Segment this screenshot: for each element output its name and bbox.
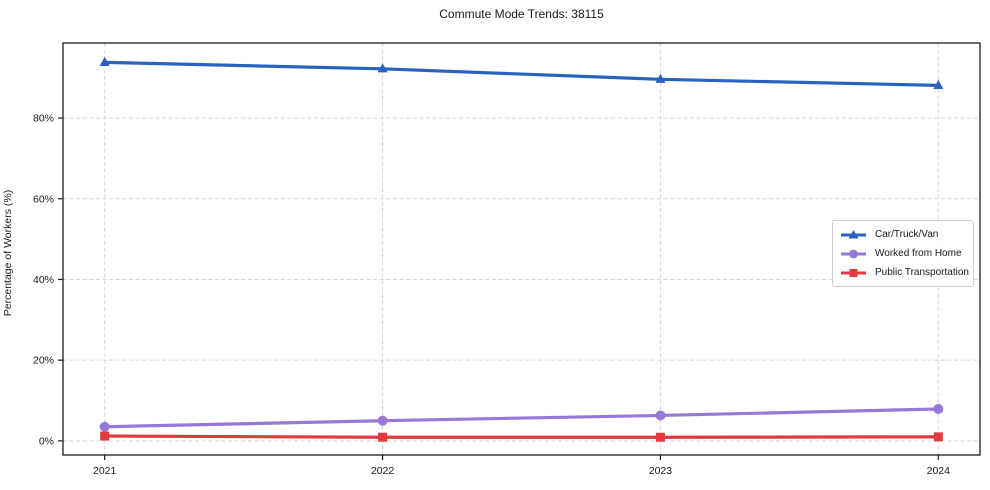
- series-line: [103, 407, 940, 429]
- y-tick-label: 60%: [33, 193, 54, 205]
- data-point-marker: [933, 403, 944, 414]
- circle-marker-swatch-icon: [841, 249, 866, 258]
- legend-item: Worked from Home: [840, 244, 967, 263]
- data-point-marker: [655, 410, 666, 421]
- legend-item: Car/Truck/Van: [840, 225, 967, 244]
- chart-title: Commute Mode Trends: 38115: [439, 7, 604, 21]
- legend-label: Public Transportation: [875, 267, 969, 278]
- legend-item: Public Transportation: [840, 263, 969, 282]
- triangle-marker-swatch-icon: [841, 229, 866, 238]
- square-marker-swatch-icon: [841, 268, 866, 277]
- data-point-marker: [655, 432, 665, 442]
- legend: Car/Truck/Van Worked from Home Public Tran…: [832, 220, 974, 287]
- axes-spines: [62, 42, 981, 456]
- y-tick-label: 80%: [33, 113, 54, 125]
- y-tick-label: 40%: [33, 274, 54, 286]
- x-tick-label: 2023: [649, 465, 673, 477]
- series-line: [103, 60, 940, 87]
- y-tick-label: 20%: [33, 355, 54, 367]
- data-point-marker: [655, 73, 666, 83]
- legend-label: Worked from Home: [875, 248, 962, 259]
- y-tick-label: 0%: [39, 435, 54, 447]
- data-point-marker: [377, 415, 388, 426]
- data-point-marker: [99, 56, 110, 66]
- data-point-marker: [99, 421, 110, 432]
- legend-label: Car/Truck/Van: [875, 229, 939, 240]
- series-line: [103, 434, 940, 439]
- x-tick-label: 2024: [927, 465, 951, 477]
- data-point-marker: [933, 432, 943, 442]
- x-tick-label: 2021: [93, 465, 117, 477]
- data-point-marker: [933, 79, 944, 89]
- data-point-marker: [100, 431, 110, 441]
- data-point-marker: [378, 432, 388, 442]
- data-point-marker: [377, 63, 388, 73]
- x-tick-label: 2022: [371, 465, 395, 477]
